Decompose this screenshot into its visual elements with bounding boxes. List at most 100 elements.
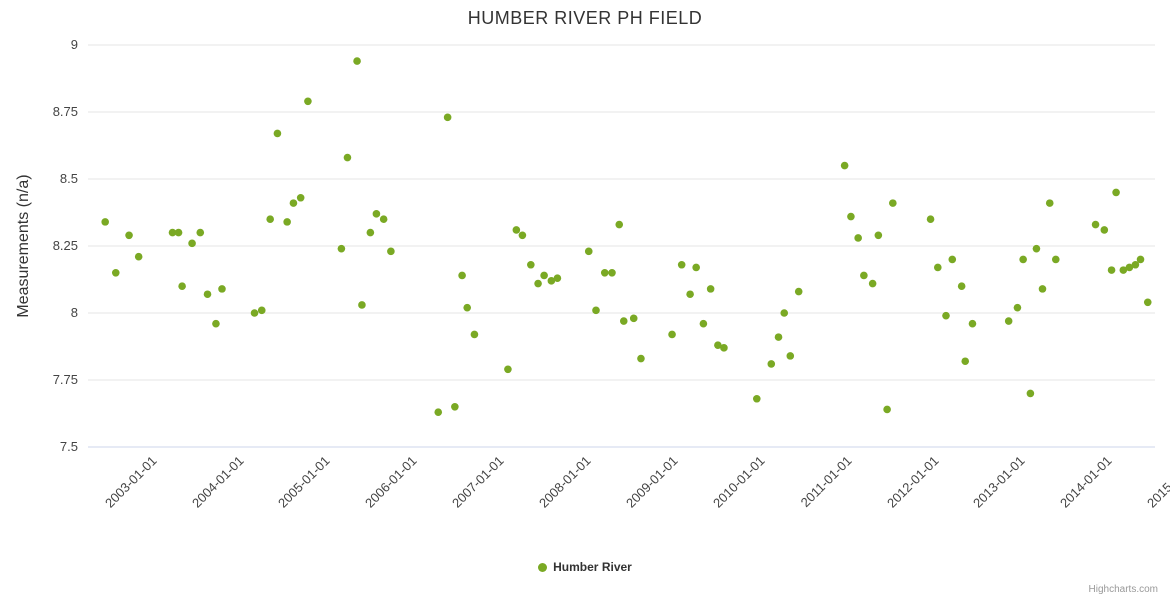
data-point[interactable]	[250, 309, 259, 317]
data-point[interactable]	[534, 279, 542, 288]
data-point[interactable]	[1112, 188, 1120, 197]
data-point[interactable]	[752, 394, 761, 403]
data-point[interactable]	[337, 244, 346, 253]
data-point[interactable]	[196, 228, 205, 237]
data-point[interactable]	[957, 282, 966, 291]
data-point[interactable]	[854, 234, 862, 242]
data-point[interactable]	[720, 344, 728, 352]
data-point[interactable]	[366, 228, 375, 237]
data-point[interactable]	[961, 357, 970, 366]
data-point[interactable]	[692, 263, 700, 272]
data-point[interactable]	[304, 97, 312, 106]
data-point[interactable]	[774, 333, 783, 341]
data-point[interactable]	[883, 405, 891, 414]
data-point[interactable]	[463, 303, 471, 312]
data-point[interactable]	[968, 319, 977, 328]
data-point[interactable]	[1119, 266, 1128, 274]
data-point[interactable]	[470, 330, 479, 339]
data-point[interactable]	[767, 360, 776, 368]
data-point[interactable]	[174, 228, 183, 237]
data-point[interactable]	[125, 231, 133, 240]
data-point[interactable]	[619, 317, 628, 325]
data-point[interactable]	[860, 271, 868, 280]
data-point[interactable]	[600, 269, 609, 277]
data-point[interactable]	[458, 271, 466, 280]
data-point[interactable]	[592, 306, 600, 315]
data-point[interactable]	[218, 285, 226, 293]
data-point[interactable]	[615, 220, 624, 229]
data-point[interactable]	[608, 269, 616, 277]
data-point[interactable]	[188, 239, 196, 248]
data-point[interactable]	[353, 57, 361, 65]
data-point[interactable]	[111, 269, 120, 277]
data-point[interactable]	[933, 263, 942, 272]
data-point[interactable]	[889, 199, 897, 207]
data-point[interactable]	[714, 341, 722, 349]
data-point[interactable]	[1125, 263, 1134, 272]
data-point[interactable]	[780, 309, 789, 317]
data-point[interactable]	[794, 287, 803, 296]
data-point[interactable]	[584, 247, 593, 256]
data-point[interactable]	[379, 215, 388, 223]
data-point[interactable]	[706, 285, 715, 293]
legend-item-humber-river[interactable]: Humber River	[0, 560, 1170, 574]
data-point[interactable]	[443, 113, 452, 122]
data-point[interactable]	[372, 210, 381, 218]
data-point[interactable]	[1038, 285, 1047, 293]
data-point[interactable]	[266, 215, 274, 223]
data-point[interactable]	[699, 319, 708, 328]
highcharts-credits-link[interactable]: Highcharts.com	[1088, 584, 1158, 595]
data-point[interactable]	[283, 218, 291, 226]
data-point[interactable]	[1107, 266, 1116, 274]
data-point[interactable]	[257, 306, 266, 315]
data-point[interactable]	[1013, 303, 1022, 312]
data-point[interactable]	[504, 365, 512, 374]
data-point[interactable]	[289, 199, 298, 207]
data-point[interactable]	[203, 290, 212, 299]
data-point[interactable]	[686, 290, 694, 299]
data-point[interactable]	[1026, 389, 1035, 398]
data-point[interactable]	[1019, 255, 1027, 264]
data-point[interactable]	[668, 330, 676, 339]
data-point[interactable]	[178, 282, 186, 291]
data-point[interactable]	[553, 274, 562, 282]
data-point[interactable]	[358, 301, 366, 309]
data-point[interactable]	[134, 252, 143, 261]
data-point[interactable]	[547, 277, 556, 285]
data-point[interactable]	[1143, 298, 1152, 307]
data-point[interactable]	[1045, 199, 1054, 207]
data-point[interactable]	[343, 153, 352, 162]
data-point[interactable]	[296, 193, 305, 202]
data-point[interactable]	[518, 231, 527, 240]
data-point[interactable]	[168, 228, 177, 237]
data-point[interactable]	[629, 314, 638, 323]
data-point[interactable]	[637, 354, 645, 363]
data-point[interactable]	[527, 260, 535, 269]
data-point[interactable]	[847, 212, 855, 221]
data-point[interactable]	[840, 161, 849, 170]
data-point[interactable]	[512, 226, 521, 234]
data-point[interactable]	[942, 311, 950, 320]
data-point[interactable]	[1100, 226, 1109, 234]
data-point[interactable]	[273, 129, 282, 138]
data-point[interactable]	[786, 352, 795, 360]
data-point[interactable]	[1032, 244, 1041, 253]
data-point[interactable]	[540, 271, 548, 280]
data-point[interactable]	[1004, 317, 1013, 325]
data-point[interactable]	[926, 215, 935, 223]
data-point[interactable]	[434, 408, 443, 416]
data-point[interactable]	[868, 279, 877, 288]
data-point[interactable]	[212, 319, 220, 328]
data-point[interactable]	[101, 218, 109, 226]
data-point[interactable]	[1091, 220, 1100, 229]
data-point[interactable]	[1131, 260, 1140, 269]
data-point[interactable]	[1136, 255, 1145, 264]
data-point[interactable]	[1051, 255, 1060, 264]
data-point[interactable]	[677, 260, 686, 269]
data-point[interactable]	[948, 255, 957, 264]
data-point[interactable]	[451, 403, 459, 411]
data-point[interactable]	[874, 231, 883, 240]
data-point[interactable]	[387, 247, 395, 256]
